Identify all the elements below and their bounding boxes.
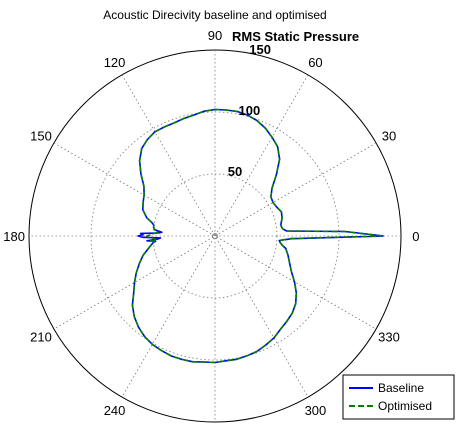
data-series: [131, 108, 384, 364]
legend-label: Optimised: [378, 399, 432, 413]
series-line-baseline: [131, 108, 384, 364]
radial-tick-label: 150: [249, 42, 271, 57]
angle-tick-label: 330: [378, 329, 400, 344]
angle-tick-label: 210: [30, 329, 52, 344]
legend: Baseline Optimised: [342, 374, 455, 420]
center-marker: [212, 233, 218, 239]
angle-tick-label: 90: [208, 28, 222, 43]
radial-tick-label: 50: [228, 164, 242, 179]
legend-label: Baseline: [378, 381, 424, 395]
radial-tick-label: 100: [239, 103, 261, 118]
angle-tick-label: 300: [305, 403, 327, 418]
angle-tick-label: 0: [412, 229, 419, 244]
angle-tick-label: 180: [3, 229, 25, 244]
series-line-optimised: [131, 108, 383, 364]
angle-tick-label: 30: [382, 129, 396, 144]
angle-tick-label: 150: [30, 129, 52, 144]
radial-axis-label: RMS Static Pressurе: [232, 29, 359, 44]
polar-grid: [28, 49, 402, 423]
angle-tick-label: 240: [104, 403, 126, 418]
angle-tick-label: 120: [104, 55, 126, 70]
legend-box: [342, 374, 455, 420]
radial-gridline: [90, 111, 340, 361]
chart-title: Acoustic Direcivity baseline and optimis…: [103, 8, 326, 22]
angle-tick-label: 60: [308, 55, 322, 70]
